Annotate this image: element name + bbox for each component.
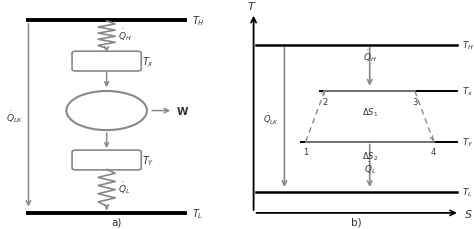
Text: T: T [248,2,255,11]
Text: a): a) [111,217,121,227]
FancyBboxPatch shape [72,150,141,170]
Text: $\Delta S_2$: $\Delta S_2$ [362,150,378,162]
Text: $T_L$: $T_L$ [192,206,203,220]
Text: $\dot{Q}_{LK}$: $\dot{Q}_{LK}$ [7,109,24,125]
Text: $\dot{Q}_H$: $\dot{Q}_H$ [363,49,377,64]
Text: $\dot{Q}_H$: $\dot{Q}_H$ [118,28,132,43]
Text: 1: 1 [303,148,309,157]
Text: $T_x$: $T_x$ [142,55,154,69]
FancyBboxPatch shape [72,52,141,72]
Text: $\dot{Q}_L$: $\dot{Q}_L$ [118,180,131,196]
Text: S: S [465,209,472,219]
Text: 4: 4 [431,148,437,157]
Text: $T_H$: $T_H$ [192,14,205,27]
Text: b): b) [351,217,362,227]
Text: W: W [176,106,188,116]
Text: $T_x$: $T_x$ [462,85,474,98]
Text: $\dot{Q}_{LK}$: $\dot{Q}_{LK}$ [264,111,280,127]
Circle shape [66,92,147,131]
Text: $T_Y$: $T_Y$ [462,136,474,148]
Text: $T_Y$: $T_Y$ [142,153,155,167]
Text: $T_L$: $T_L$ [462,186,473,199]
Text: 3: 3 [412,97,418,106]
Text: $\Delta S_1$: $\Delta S_1$ [362,106,378,118]
Text: 2: 2 [322,97,328,106]
Text: $\dot{Q}_L$: $\dot{Q}_L$ [364,159,376,175]
Text: $T_H$: $T_H$ [462,40,474,52]
